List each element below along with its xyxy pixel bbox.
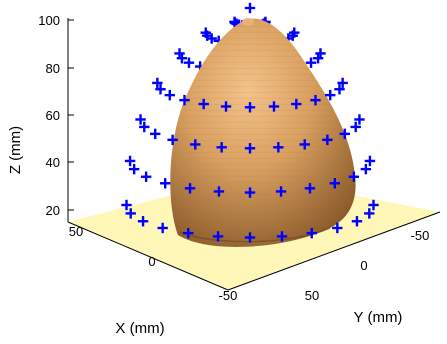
sensor-marker (310, 94, 321, 106)
x-ticks: 50 0 -50 (69, 224, 238, 303)
sensor-marker (164, 89, 175, 101)
z-tick-label: 40 (46, 155, 60, 170)
sensor-marker (124, 155, 136, 167)
sensor-marker (268, 101, 280, 112)
sensor-marker (315, 48, 326, 59)
sensor-marker (212, 231, 224, 242)
sensor-marker (220, 101, 232, 112)
sensor-marker (157, 222, 168, 234)
dome-surface (170, 18, 356, 247)
sensor-marker (360, 163, 372, 175)
sensor-marker (322, 134, 333, 146)
z-tick-label: 80 (46, 61, 60, 76)
sensor-marker (150, 128, 161, 140)
sensor-marker (348, 171, 360, 182)
y-tick-label: 0 (360, 258, 367, 273)
x-tick-label: 50 (69, 224, 83, 239)
z-ticks: 100 80 60 40 20 (38, 13, 74, 218)
z-tick-label: 20 (46, 203, 60, 218)
sensor-marker (275, 186, 287, 197)
sensor-marker (135, 114, 146, 125)
sensor-marker (125, 208, 136, 219)
sensor-marker (304, 183, 316, 194)
sensor-marker (183, 227, 194, 239)
sensor-marker (183, 57, 195, 68)
sensor-marker (350, 121, 361, 133)
sensor-marker (351, 216, 363, 227)
sensor-marker (364, 208, 375, 219)
sensor-marker (244, 2, 256, 14)
sensor-marker (337, 77, 348, 89)
sensor-marker (306, 227, 317, 239)
x-axis-line (67, 221, 229, 291)
z-tick-label: 60 (46, 108, 60, 123)
sensor-marker (305, 57, 317, 68)
sensor-marker (137, 216, 149, 227)
sensor-marker (198, 98, 209, 110)
sensor-marker (167, 134, 178, 146)
sensor-marker (299, 139, 310, 150)
sensor-marker (179, 94, 190, 106)
sensor-marker (216, 142, 227, 153)
sensor-marker (140, 171, 152, 182)
sensor-marker (364, 155, 376, 167)
y-axis-line (227, 211, 441, 291)
sensor-marker (159, 178, 171, 189)
sensor-marker (244, 187, 256, 198)
x-tick-label: -50 (219, 288, 238, 303)
sensor-marker (206, 33, 217, 44)
sensor-marker (273, 142, 284, 153)
sensor-marker (244, 102, 256, 113)
sensor-marker (368, 199, 379, 211)
sensor-marker (152, 77, 163, 89)
sensor-marker (291, 98, 302, 110)
sensor-marker (332, 222, 343, 234)
sensor-marker (289, 27, 300, 38)
sensor-marker (276, 231, 288, 242)
z-axis-label: Z (mm) (7, 126, 24, 174)
x-axis-label: X (mm) (115, 320, 164, 337)
sensor-marker (176, 53, 188, 64)
sensor-marker (128, 163, 140, 175)
sensor-marker (184, 183, 196, 194)
sensor-marker (339, 128, 350, 140)
sensor-marker (354, 114, 365, 125)
x-tick-label: 0 (148, 254, 155, 269)
y-ticks: 50 0 -50 (305, 228, 430, 303)
sensor-marker (213, 186, 225, 197)
sensor-marker (325, 89, 336, 101)
y-tick-label: 50 (305, 288, 319, 303)
sensor-marker (329, 178, 341, 189)
sensor-marker (139, 121, 150, 133)
sensor-marker (121, 199, 132, 211)
sensor-marker (244, 232, 256, 243)
sensor-marker (155, 84, 166, 95)
sensor-marker (190, 139, 201, 150)
y-axis-label: Y (mm) (354, 309, 403, 326)
z-tick-label: 100 (38, 13, 60, 28)
sensor-marker (244, 143, 256, 154)
y-tick-label: -50 (411, 228, 430, 243)
sensor-marker (334, 84, 345, 95)
marker-group-front (137, 89, 363, 243)
